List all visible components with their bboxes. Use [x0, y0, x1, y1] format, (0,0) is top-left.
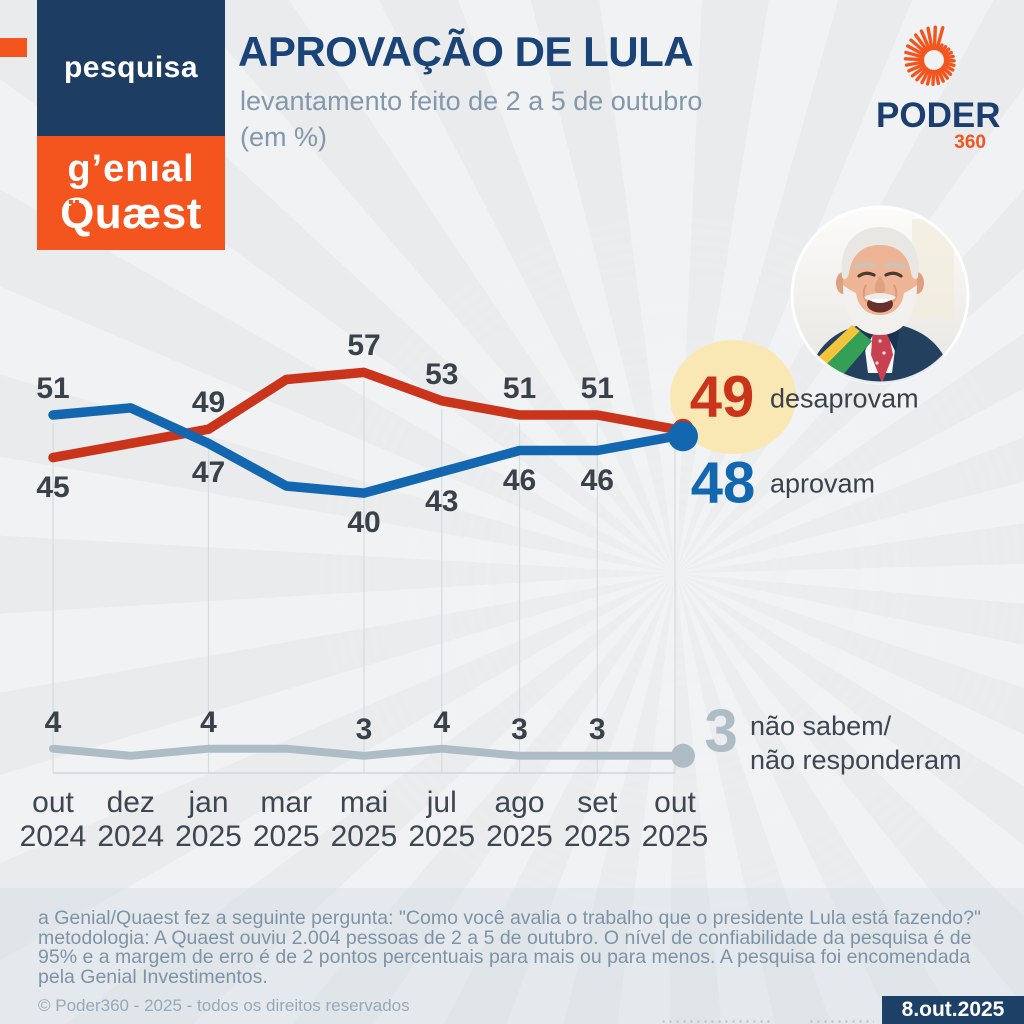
lula-portrait-illustration [790, 205, 970, 385]
lula-photo [790, 205, 970, 385]
decorative-dots-strip [660, 1019, 770, 1024]
poder360-wordmark: PODER [876, 96, 1001, 135]
approve-label: aprovam [770, 468, 876, 499]
page-title: APROVAÇÃO DE LULA [238, 28, 694, 75]
disapprove-label: desaprovam [770, 383, 919, 414]
quaest-logo: Quæst [60, 191, 202, 237]
quaest-q-dots-icon [69, 200, 74, 204]
genial-quaest-logo-box: g’enıal Quæst [37, 136, 225, 250]
decorative-dots-strip [808, 1019, 874, 1024]
poder360-number: 360 [954, 132, 986, 153]
kicker-box: pesquisa [37, 0, 225, 136]
footer-band [0, 888, 1024, 1024]
page-subtitle: levantamento feito de 2 a 5 de outubro [240, 86, 703, 116]
quaest-logo-text: Quæst [60, 189, 202, 238]
methodology-text: a Genial/Quaest fez a seguinte pergunta:… [38, 907, 981, 988]
dontknow-label: não sabem/ não responderam [750, 711, 962, 775]
poder360-logo: PODER 360 [876, 22, 1001, 158]
poder360-sunburst-icon [903, 25, 956, 86]
date-badge: 8.out.2025 [882, 996, 1024, 1024]
unit-note: (em %) [240, 122, 327, 152]
genial-logo: g’enıal [67, 148, 195, 190]
header-accent-bar [0, 38, 27, 57]
approve-value: 48 [690, 450, 756, 516]
disapprove-value: 49 [689, 364, 755, 430]
kicker-label: pesquisa [63, 51, 199, 84]
copyright-text: © Poder360 - 2025 - todos os direitos re… [38, 996, 410, 1015]
dontknow-value: 3 [704, 697, 738, 765]
